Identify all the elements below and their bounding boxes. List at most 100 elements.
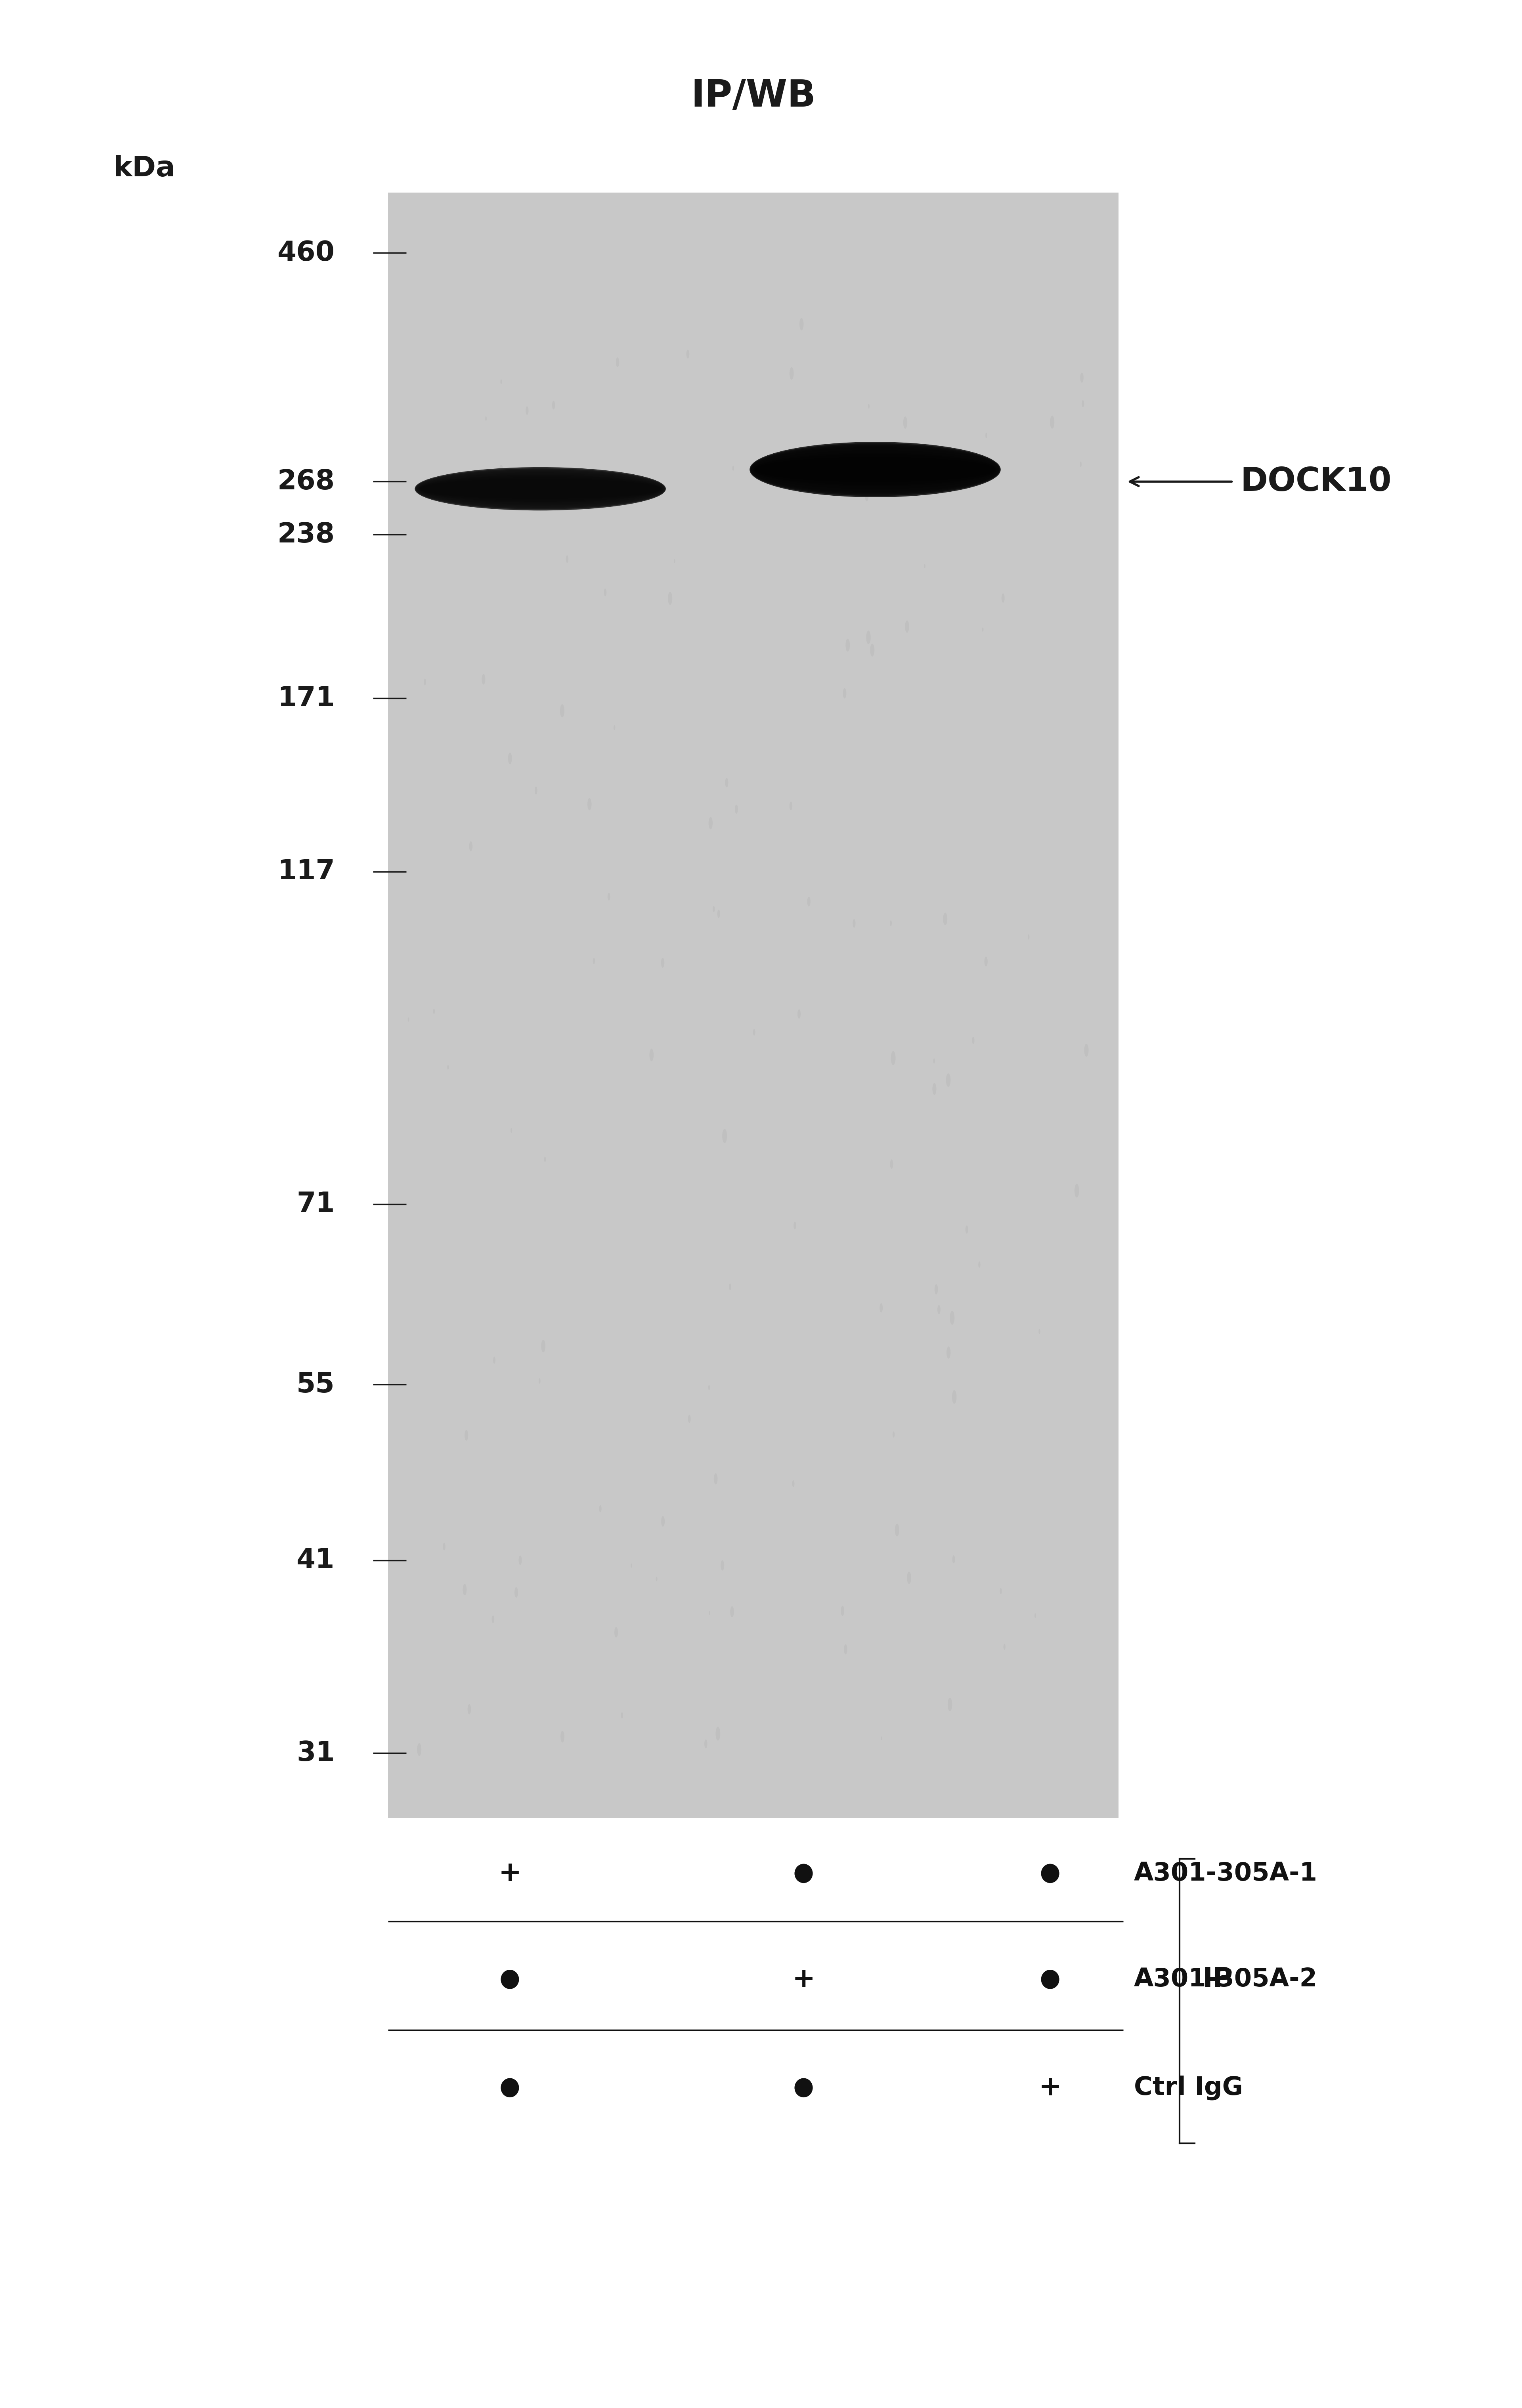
Ellipse shape <box>1079 462 1082 467</box>
Ellipse shape <box>423 679 426 686</box>
Ellipse shape <box>464 1430 469 1440</box>
Ellipse shape <box>514 1587 517 1597</box>
Ellipse shape <box>416 470 665 508</box>
Ellipse shape <box>947 1346 951 1358</box>
Ellipse shape <box>903 417 907 429</box>
Ellipse shape <box>755 458 995 482</box>
Ellipse shape <box>755 455 995 484</box>
Text: kDa: kDa <box>114 154 175 183</box>
Ellipse shape <box>594 958 595 963</box>
Ellipse shape <box>1081 373 1084 383</box>
Ellipse shape <box>419 477 662 501</box>
Ellipse shape <box>753 450 997 489</box>
Ellipse shape <box>712 905 715 913</box>
Ellipse shape <box>708 1385 709 1389</box>
Ellipse shape <box>985 433 988 438</box>
Ellipse shape <box>501 1970 519 1989</box>
Ellipse shape <box>566 556 568 563</box>
Ellipse shape <box>416 470 665 508</box>
Ellipse shape <box>668 592 673 604</box>
Ellipse shape <box>749 441 1001 498</box>
Ellipse shape <box>868 405 869 409</box>
Ellipse shape <box>560 1731 565 1743</box>
Ellipse shape <box>493 1356 496 1363</box>
Ellipse shape <box>467 1705 470 1714</box>
Ellipse shape <box>935 1283 938 1296</box>
Ellipse shape <box>607 893 610 901</box>
Ellipse shape <box>890 920 892 927</box>
Ellipse shape <box>688 1416 691 1423</box>
Ellipse shape <box>852 920 855 927</box>
Ellipse shape <box>661 1517 665 1527</box>
Ellipse shape <box>560 703 565 718</box>
Ellipse shape <box>951 1389 956 1404</box>
Text: 268: 268 <box>277 467 335 496</box>
Ellipse shape <box>419 474 662 503</box>
Text: 117: 117 <box>277 857 335 886</box>
Ellipse shape <box>807 896 811 905</box>
Ellipse shape <box>732 465 734 472</box>
Ellipse shape <box>906 621 909 633</box>
Ellipse shape <box>843 689 846 698</box>
Text: A301-305A-2: A301-305A-2 <box>1134 1967 1318 1991</box>
Ellipse shape <box>1001 592 1005 602</box>
Ellipse shape <box>604 588 606 597</box>
Ellipse shape <box>791 1481 794 1488</box>
Ellipse shape <box>799 318 804 330</box>
Ellipse shape <box>519 1556 522 1565</box>
Ellipse shape <box>615 1628 618 1637</box>
Ellipse shape <box>753 453 997 486</box>
Ellipse shape <box>790 366 793 380</box>
Text: Ctrl IgG: Ctrl IgG <box>1134 2076 1243 2100</box>
Ellipse shape <box>715 1727 720 1741</box>
Ellipse shape <box>656 1577 658 1582</box>
Ellipse shape <box>613 725 615 730</box>
Ellipse shape <box>650 1050 653 1062</box>
Ellipse shape <box>499 465 504 477</box>
Text: 238: 238 <box>277 520 335 549</box>
Ellipse shape <box>552 400 556 409</box>
Text: A301-305A-1: A301-305A-1 <box>1134 1861 1318 1885</box>
Ellipse shape <box>846 638 849 653</box>
Ellipse shape <box>1050 417 1055 429</box>
Ellipse shape <box>731 1606 734 1618</box>
Ellipse shape <box>525 407 528 414</box>
Ellipse shape <box>420 477 661 501</box>
Ellipse shape <box>869 467 874 479</box>
Ellipse shape <box>948 1698 953 1712</box>
Ellipse shape <box>419 474 662 503</box>
Ellipse shape <box>843 1645 848 1654</box>
Ellipse shape <box>798 1009 801 1019</box>
Text: 55: 55 <box>297 1370 335 1399</box>
Ellipse shape <box>753 453 997 486</box>
Text: +: + <box>1038 2073 1062 2102</box>
Ellipse shape <box>443 1544 446 1551</box>
Ellipse shape <box>735 804 738 814</box>
Ellipse shape <box>1027 934 1029 939</box>
Ellipse shape <box>587 797 592 811</box>
Bar <box>388 193 1119 1818</box>
Ellipse shape <box>864 491 869 501</box>
Ellipse shape <box>933 1057 935 1064</box>
Ellipse shape <box>686 349 689 359</box>
Ellipse shape <box>933 1084 936 1096</box>
Ellipse shape <box>1084 1043 1088 1057</box>
Ellipse shape <box>947 1074 951 1086</box>
Ellipse shape <box>965 1226 968 1233</box>
Text: +: + <box>498 1859 522 1888</box>
Ellipse shape <box>717 910 720 917</box>
Ellipse shape <box>417 1743 422 1755</box>
Ellipse shape <box>880 1303 883 1312</box>
Ellipse shape <box>721 1560 724 1570</box>
Ellipse shape <box>950 1310 954 1324</box>
Ellipse shape <box>447 1064 449 1069</box>
Ellipse shape <box>508 754 511 763</box>
Ellipse shape <box>752 448 998 491</box>
Ellipse shape <box>892 1430 895 1438</box>
Ellipse shape <box>543 1156 546 1163</box>
Ellipse shape <box>501 2078 519 2097</box>
Ellipse shape <box>752 445 998 494</box>
Ellipse shape <box>1035 1613 1036 1618</box>
Ellipse shape <box>723 1129 728 1144</box>
Ellipse shape <box>871 643 875 657</box>
